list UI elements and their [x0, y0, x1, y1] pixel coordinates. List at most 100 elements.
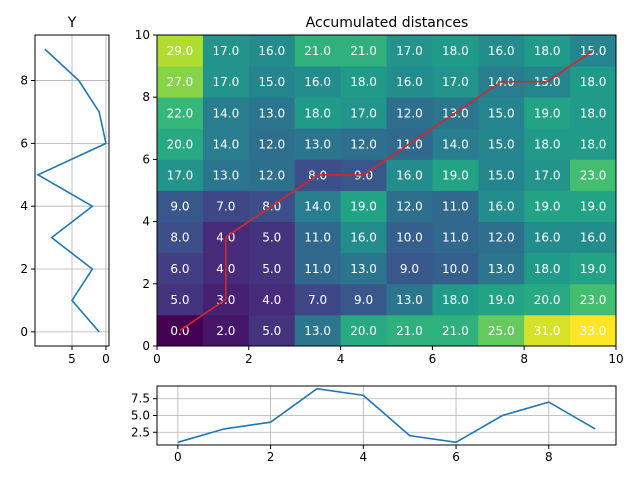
heatmap-cell-label: 12.0 — [396, 106, 423, 120]
heatmap-cell — [248, 159, 296, 191]
heatmap-cell-label: 17.0 — [350, 106, 377, 120]
heatmap-cell-label: 15.0 — [258, 75, 285, 89]
y-series-polyline — [36, 48, 107, 333]
heatmap-cell-label: 31.0 — [534, 324, 561, 338]
heatmap-cell — [570, 283, 617, 316]
x-tick-label: 5 — [68, 352, 76, 366]
x-tick-label: 0 — [153, 352, 161, 366]
heatmap-cell — [294, 252, 341, 285]
heatmap-cell — [386, 221, 433, 254]
heatmap-cell-label: 16.0 — [488, 44, 515, 58]
heatmap-cell — [432, 35, 479, 67]
heatmap-cell-label: 15.0 — [488, 168, 515, 182]
heatmap-cell — [248, 97, 296, 129]
heatmap-cell — [478, 283, 525, 316]
heatmap-cell-label: 13.0 — [258, 106, 285, 120]
heatmap-cell-label: 15.0 — [488, 106, 515, 120]
heatmap-cell — [157, 97, 204, 129]
y-tick-label: 8 — [142, 90, 150, 104]
heatmap-cell — [157, 159, 204, 191]
heatmap-title: Accumulated distances — [306, 15, 469, 31]
heatmap-cell-label: 7.0 — [216, 200, 235, 214]
y-tick-label: 2 — [142, 277, 150, 291]
y-tick-label: 10 — [135, 28, 150, 42]
y-panel-ticks: 5 0 0 2 4 6 8 — [20, 74, 109, 366]
heatmap-cell-label: 7.0 — [308, 293, 327, 307]
heatmap-cell-label: 13.0 — [350, 262, 377, 276]
heatmap-cell — [432, 283, 479, 316]
x-tick-label: 10 — [608, 352, 623, 366]
y-tick-label: 6 — [142, 152, 150, 166]
x-tick-label: 4 — [337, 352, 345, 366]
heatmap-cell — [248, 128, 296, 160]
heatmap-panel: Accumulated distances 0.0 2.0 5.0 13.0 20.0 2… — [135, 15, 624, 366]
y-tick-label: 4 — [142, 215, 150, 229]
heatmap-cell — [340, 66, 387, 98]
heatmap-cell — [478, 252, 525, 285]
heatmap-cell-label: 16.0 — [304, 75, 331, 89]
heatmap-cell-label: 25.0 — [488, 324, 515, 338]
x-series-line — [177, 387, 596, 444]
heatmap-cell-label: 33.0 — [580, 324, 607, 338]
heatmap-cell — [432, 252, 479, 285]
heatmap-cell — [524, 128, 571, 160]
heatmap-cell — [248, 221, 296, 254]
heatmap-cell-label: 27.0 — [167, 75, 194, 89]
heatmap-cell-label: 17.0 — [167, 168, 194, 182]
heatmap-cell — [524, 190, 571, 222]
heatmap-cell-labels: 0.0 2.0 5.0 13.0 20.0 21.0 21.0 25.0 31.0 33.05.0… — [167, 44, 607, 338]
heatmap-cell-label: 12.0 — [258, 137, 285, 151]
heatmap-cell-label: 19.0 — [534, 106, 561, 120]
heatmap-cell — [432, 66, 479, 98]
heatmap-cell — [157, 283, 204, 316]
heatmap-cell-label: 19.0 — [488, 293, 515, 307]
heatmap-cell — [570, 221, 617, 254]
heatmap-cell-label: 6.0 — [170, 262, 189, 276]
heatmap-cell — [478, 190, 525, 222]
heatmap-cell — [202, 128, 250, 160]
heatmap-cell-label: 12.0 — [488, 231, 515, 245]
heatmap-cell-label: 11.0 — [304, 231, 331, 245]
heatmap-cell-label: 17.0 — [396, 44, 423, 58]
x-tick-label: 0 — [174, 450, 182, 464]
heatmap-cell-label: 16.0 — [350, 231, 377, 245]
heatmap-cell — [157, 221, 204, 254]
heatmap-cell — [432, 159, 479, 191]
heatmap-cell — [157, 35, 204, 67]
heatmap-cell — [478, 314, 525, 347]
heatmap-cell-label: 20.0 — [167, 137, 194, 151]
heatmap-cell-label: 23.0 — [580, 168, 607, 182]
heatmap-cell — [386, 190, 433, 222]
x-tick-label: 8 — [520, 352, 528, 366]
heatmap-cell-label: 18.0 — [442, 44, 469, 58]
heatmap-cell — [386, 283, 433, 316]
heatmap-cell-label: 18.0 — [580, 137, 607, 151]
heatmap-cell — [524, 283, 571, 316]
heatmap-cell — [524, 97, 571, 129]
heatmap-cell-label: 17.0 — [442, 75, 469, 89]
x-tick-label: 6 — [452, 450, 460, 464]
heatmap-cell — [524, 159, 571, 191]
x-series-panel: 0 2 4 6 8 2.5 5.0 7.5 — [131, 385, 617, 464]
heatmap-cell — [157, 128, 204, 160]
y-tick-label: 7.5 — [131, 392, 150, 406]
heatmap-cell — [202, 159, 250, 191]
heatmap-cell-label: 21.0 — [442, 324, 469, 338]
heatmap-cell-label: 19.0 — [442, 168, 469, 182]
heatmap-cell — [340, 35, 387, 67]
heatmap-cell — [570, 190, 617, 222]
heatmap-cell — [386, 66, 433, 98]
heatmap-cell-label: 23.0 — [580, 293, 607, 307]
heatmap-cell-label: 8.0 — [170, 231, 189, 245]
heatmap-cell — [386, 97, 433, 129]
warping-path-line — [179, 49, 594, 332]
heatmap-cell-label: 18.0 — [580, 106, 607, 120]
heatmap-cell — [570, 252, 617, 285]
heatmap-cell-label: 16.0 — [258, 44, 285, 58]
heatmap-cell — [340, 97, 387, 129]
heatmap-cell-label: 16.0 — [396, 168, 423, 182]
heatmap-cell — [248, 252, 296, 285]
heatmap-cell-label: 13.0 — [304, 137, 331, 151]
x-tick-label: 4 — [359, 450, 367, 464]
heatmap-cell-label: 20.0 — [350, 324, 377, 338]
